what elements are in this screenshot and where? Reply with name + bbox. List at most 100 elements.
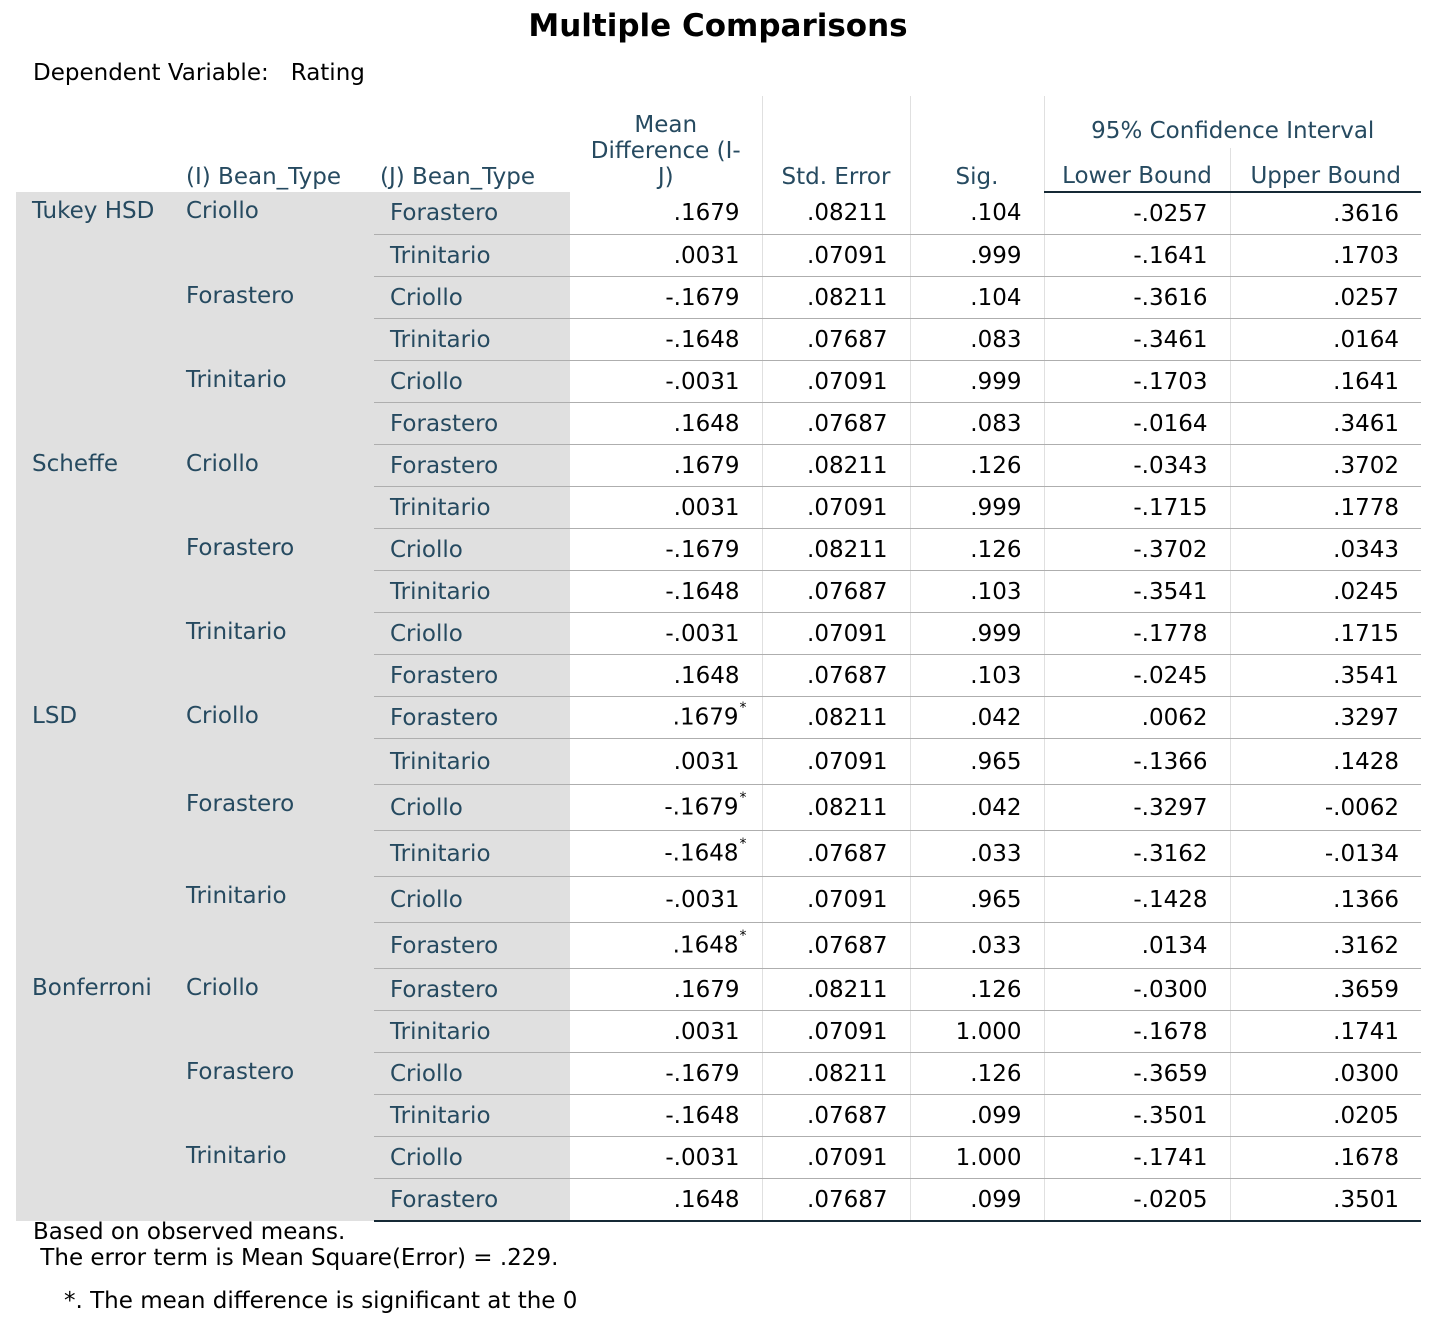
mean-difference-value: -.1648 <box>665 578 740 605</box>
std-error: .07687 <box>761 830 910 877</box>
mean-difference: -.1679* <box>570 784 762 831</box>
i-bean-type: Forastero <box>180 276 374 361</box>
upper-bound: .1366 <box>1229 876 1421 923</box>
sig: .126 <box>909 1052 1044 1095</box>
std-error: .08211 <box>761 444 910 487</box>
i-bean-type: Forastero <box>180 784 374 877</box>
lower-bound: -.3297 <box>1043 784 1230 831</box>
sig: 1.000 <box>909 1136 1044 1179</box>
mean-difference-value: .1679 <box>673 200 740 226</box>
j-bean-type: Criollo <box>374 360 570 403</box>
j-bean-type: Criollo <box>374 528 570 571</box>
header-mean-difference-line3: J) <box>657 164 674 190</box>
upper-bound: .3162 <box>1229 922 1421 969</box>
upper-bound: .1715 <box>1229 612 1421 655</box>
mean-difference: -.1679 <box>570 1052 762 1095</box>
sig: .126 <box>909 968 1044 1011</box>
mean-difference-value: .1648 <box>673 1186 740 1213</box>
std-error: .07687 <box>761 318 910 361</box>
mean-difference: -.1648 <box>570 570 762 613</box>
mean-difference: .0031 <box>570 1010 762 1053</box>
std-error: .08211 <box>761 968 910 1011</box>
upper-bound: .3461 <box>1229 402 1421 445</box>
j-bean-type: Criollo <box>374 276 570 319</box>
mean-difference-value: .1648 <box>673 410 740 437</box>
sig: .083 <box>909 402 1044 445</box>
mean-difference-value: -.1679 <box>665 536 740 563</box>
table-row: Forastero .1648 .07687.103 -.0245.3541 <box>16 654 1421 697</box>
table-row: Trinitario .0031 .07091.999 -.1641.1703 <box>16 234 1421 277</box>
dependent-variable-label: Dependent Variable: <box>33 60 269 86</box>
mean-difference-value: -.1648 <box>664 840 739 867</box>
j-bean-type: Forastero <box>374 1178 570 1222</box>
upper-bound: .0245 <box>1229 570 1421 613</box>
mean-difference-value: .1679 <box>673 976 740 1003</box>
mean-difference: .1648* <box>570 922 762 969</box>
sig: .103 <box>909 570 1044 613</box>
std-error: .08211 <box>761 784 910 831</box>
mean-difference: -.1679 <box>570 276 762 319</box>
sig: .999 <box>909 612 1044 655</box>
upper-bound: .1428 <box>1229 738 1421 785</box>
std-error: .08211 <box>761 528 910 571</box>
j-bean-type: Trinitario <box>374 738 570 785</box>
header-sig: Sig. <box>909 96 1044 192</box>
sig: .042 <box>909 696 1044 739</box>
lower-bound: -.3461 <box>1043 318 1230 361</box>
upper-bound: .3297 <box>1229 696 1421 739</box>
lower-bound: -.0164 <box>1043 402 1230 445</box>
mean-difference-value: -.0031 <box>665 368 740 395</box>
std-error: .08211 <box>761 276 910 319</box>
header-upper-bound: Upper Bound <box>1229 148 1421 193</box>
mean-difference-value: -.1679 <box>665 284 740 311</box>
sig: .099 <box>909 1178 1044 1222</box>
i-bean-type: Criollo <box>180 444 374 529</box>
std-error: .07091 <box>761 612 910 655</box>
mean-difference: .1648 <box>570 654 762 697</box>
upper-bound: .0164 <box>1229 318 1421 361</box>
std-error: .07091 <box>761 234 910 277</box>
table-row: Forastero .1648 .07687.099 -.0205.3501 <box>16 1178 1421 1222</box>
mean-difference: -.1648* <box>570 830 762 877</box>
significance-marker: * <box>739 790 747 807</box>
j-bean-type: Trinitario <box>374 570 570 613</box>
header-mean-difference-line1: Mean <box>634 112 698 138</box>
table-row: Tukey HSD Criollo Forastero .1679.08211.104… <box>16 192 1421 445</box>
j-bean-type: Forastero <box>374 696 570 739</box>
mean-difference-value: -.0031 <box>665 1144 740 1171</box>
lower-bound: -.0343 <box>1043 444 1230 487</box>
upper-bound: .1703 <box>1229 234 1421 277</box>
upper-bound: .0300 <box>1229 1052 1421 1095</box>
lower-bound: -.0257 <box>1043 192 1230 235</box>
j-bean-type: Forastero <box>374 968 570 1011</box>
std-error: .07091 <box>761 360 910 403</box>
table-row: Trinitario .0031 .07091.999 -.1715.1778 <box>16 486 1421 529</box>
lower-bound: -.1741 <box>1043 1136 1230 1179</box>
table-row: Scheffe Criollo Forastero .1679.08211.126 -.… <box>16 444 1421 697</box>
mean-difference-value: -.1648 <box>665 1102 740 1129</box>
upper-bound: .1678 <box>1229 1136 1421 1179</box>
table-row: Forastero Criollo -.1679.08211.104 -.3616.0… <box>16 276 1421 361</box>
upper-bound: .3616 <box>1229 192 1421 235</box>
sig: .999 <box>909 360 1044 403</box>
upper-bound: .1778 <box>1229 486 1421 529</box>
table-row: Trinitario Criollo -.0031 .07091.965 -.1428.… <box>16 876 1421 969</box>
test-name: Scheffe <box>16 444 180 697</box>
lower-bound: -.3616 <box>1043 276 1230 319</box>
mean-difference: .1648 <box>570 402 762 445</box>
std-error: .07091 <box>761 1010 910 1053</box>
j-bean-type: Trinitario <box>374 234 570 277</box>
upper-bound: .0257 <box>1229 276 1421 319</box>
table-row: Trinitario -.1648 .07687.099 -.3501.0205 <box>16 1094 1421 1137</box>
upper-bound: .3501 <box>1229 1178 1421 1222</box>
i-bean-type: Criollo <box>180 192 374 277</box>
mean-difference-value: .1679 <box>672 704 739 731</box>
sig: 1.000 <box>909 1010 1044 1053</box>
mean-difference-value: .0031 <box>673 1018 740 1045</box>
mean-difference-value: .0031 <box>673 748 740 775</box>
lower-bound: -.1778 <box>1043 612 1230 655</box>
sig: .126 <box>909 528 1044 571</box>
upper-bound: -.0134 <box>1229 830 1421 877</box>
mean-difference: .0031 <box>570 738 762 785</box>
table-row: Trinitario Criollo -.0031 .07091.999 -.1778.… <box>16 612 1421 697</box>
